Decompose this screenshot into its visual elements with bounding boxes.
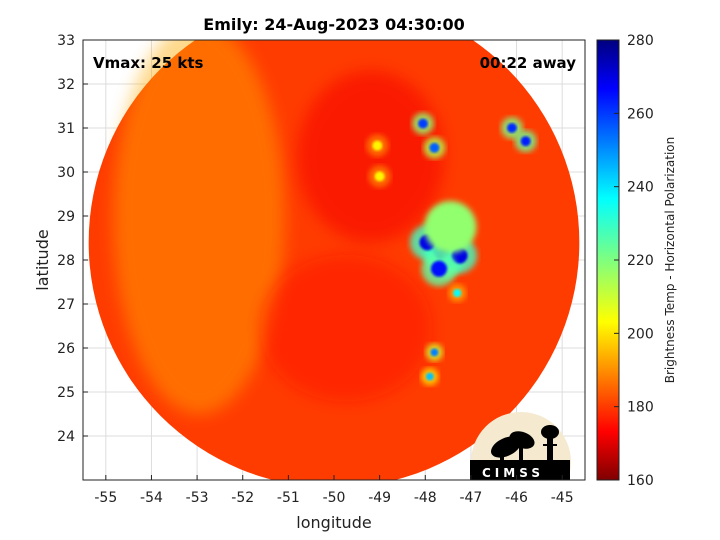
- feature-mark: [425, 372, 434, 381]
- logo-text: CIMSS: [482, 466, 544, 480]
- x-tick-label: -50: [323, 490, 346, 506]
- feature-mark: [430, 260, 447, 277]
- swath-texture: [297, 70, 445, 243]
- feature-mark: [453, 289, 462, 297]
- y-tick-label: 32: [57, 77, 75, 93]
- cimss-logo: CIMSS: [470, 412, 571, 480]
- y-tick-label: 28: [57, 253, 75, 269]
- x-tick-label: -54: [140, 490, 163, 506]
- colorbar-tick-label: 280: [627, 33, 654, 49]
- feature-mark: [374, 171, 385, 182]
- x-tick-label: -49: [368, 490, 391, 506]
- colorbar-tick-label: 160: [627, 473, 654, 489]
- colorbar-tick-label: 180: [627, 400, 654, 416]
- y-tick-label: 26: [57, 341, 75, 357]
- colorbar-label: Brightness Temp - Horizontal Polarizatio…: [663, 137, 677, 384]
- chart-title: Emily: 24-Aug-2023 04:30:00: [203, 15, 464, 34]
- x-tick-label: -53: [186, 490, 209, 506]
- feature-mark: [520, 136, 531, 147]
- feature-mark: [424, 201, 477, 253]
- x-tick-label: -47: [459, 490, 482, 506]
- features: [366, 112, 537, 386]
- colorbar-ticks: 160 180 200 220 240 260 280: [614, 33, 654, 489]
- y-tick-label: 25: [57, 385, 75, 401]
- vmax-label: Vmax: 25 kts: [93, 54, 203, 72]
- y-axis-label: latitude: [33, 229, 52, 290]
- colorbar-tick-label: 240: [627, 180, 654, 196]
- y-tick-label: 29: [57, 209, 75, 225]
- x-tick-label: -46: [505, 490, 528, 506]
- swath-texture: [260, 254, 433, 402]
- swath: [88, 40, 580, 480]
- feature-mark: [429, 142, 440, 153]
- feature-mark: [417, 118, 428, 129]
- colorbar-tick-label: 220: [627, 253, 654, 269]
- y-tick-label: 30: [57, 165, 75, 181]
- x-tick-label: -51: [277, 490, 300, 506]
- y-tick-label: 24: [57, 429, 75, 445]
- feature-mark: [430, 348, 439, 357]
- y-tick-label: 33: [57, 33, 75, 49]
- time-away-label: 00:22 away: [480, 54, 577, 72]
- x-tick-label: -48: [414, 490, 437, 506]
- y-tick-label: 31: [57, 121, 75, 137]
- x-tick-label: -55: [94, 490, 117, 506]
- x-tick-label: -52: [231, 490, 254, 506]
- y-tick-label: 27: [57, 297, 75, 313]
- x-tick-label: -45: [551, 490, 574, 506]
- x-ticks: -55 -54 -53 -52 -51 -50 -49 -48 -47 -46 -45: [94, 475, 574, 506]
- feature-mark: [372, 140, 383, 151]
- swath-texture: [113, 40, 285, 415]
- colorbar-tick-label: 200: [627, 326, 654, 342]
- colorbar-tick-label: 260: [627, 106, 654, 122]
- feature-mark: [506, 123, 517, 133]
- y-ticks: 24 25 26 27 28 29 30 31 32 33: [57, 33, 88, 445]
- x-axis-label: longitude: [296, 513, 371, 532]
